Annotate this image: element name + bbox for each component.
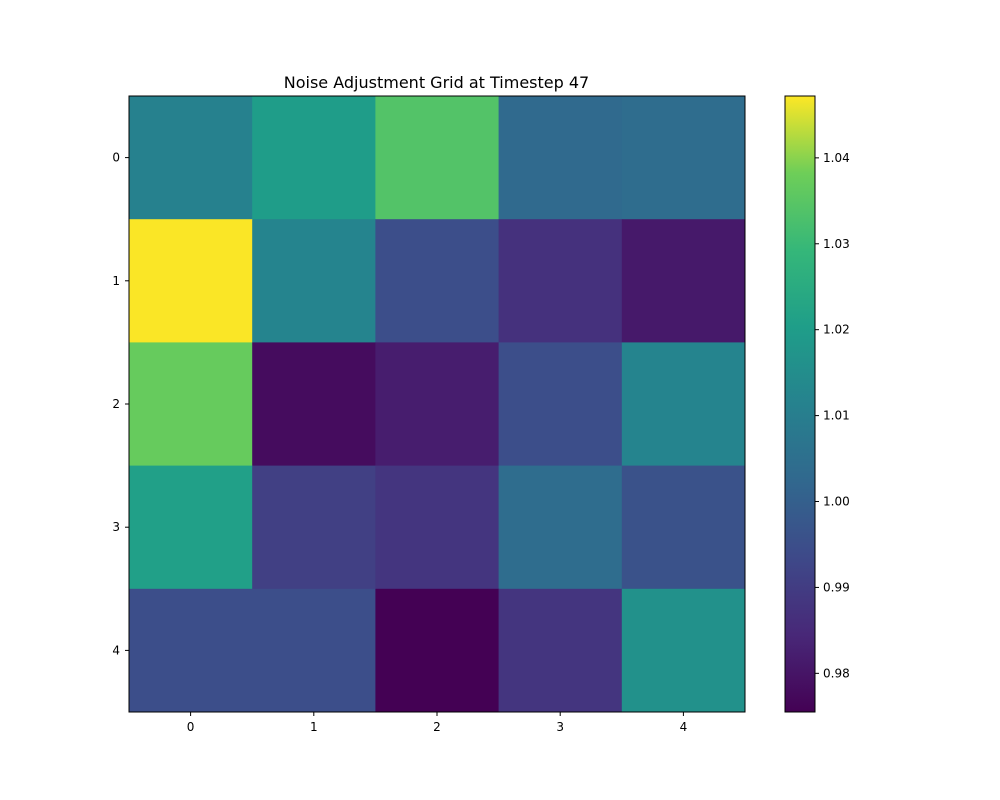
heatmap-cell (375, 96, 500, 220)
colorbar-tick-label: 1.02 (823, 323, 850, 337)
colorbar-tick-label: 0.99 (823, 580, 850, 594)
heatmap-cell (129, 96, 253, 220)
heatmap-cell (129, 465, 253, 590)
heatmap-cell (621, 219, 746, 343)
colorbar-tick-label: 1.04 (823, 151, 850, 165)
heatmap-cell (129, 342, 253, 467)
heatmap-cell (375, 342, 500, 467)
heatmap-cell (621, 342, 746, 467)
x-axis: 0 1 2 3 4 (187, 712, 687, 734)
colorbar-tick-label: 1.01 (823, 409, 850, 423)
heatmap-cell (129, 219, 253, 343)
x-tick-label: 3 (556, 720, 564, 734)
y-tick-label: 0 (112, 151, 120, 165)
y-tick-label: 4 (112, 643, 120, 657)
heatmap-cell (621, 588, 746, 713)
heatmap-cell (375, 588, 500, 713)
heatmap-cell (375, 465, 500, 590)
heatmap-cells (129, 96, 746, 713)
y-tick-label: 1 (112, 274, 120, 288)
heatmap-cell (252, 342, 376, 467)
heatmap-cell (252, 465, 376, 590)
colorbar-tick-label: 1.00 (823, 495, 850, 509)
heatmap-cell (498, 219, 623, 343)
y-tick-label: 2 (112, 397, 120, 411)
chart-title: Noise Adjustment Grid at Timestep 47 (284, 73, 589, 92)
colorbar-axis: 0.98 0.99 1.00 1.01 1.02 1.03 1.04 (815, 151, 850, 680)
colorbar (784, 95, 816, 713)
y-axis: 0 1 2 3 4 (112, 151, 129, 657)
heatmap-cell (252, 588, 376, 713)
x-tick-label: 0 (187, 720, 195, 734)
heatmap-cell (252, 96, 376, 220)
heatmap-cell (375, 219, 500, 343)
heatmap-cell (252, 219, 376, 343)
x-tick-label: 4 (680, 720, 688, 734)
heatmap-cell (498, 465, 623, 590)
colorbar-tick-label: 0.98 (823, 666, 850, 680)
heatmap-cell (129, 588, 253, 713)
colorbar-tick-label: 1.03 (823, 237, 850, 251)
heatmap-cell (621, 465, 746, 590)
y-tick-label: 3 (112, 520, 120, 534)
heatmap-cell (498, 96, 623, 220)
x-tick-label: 1 (310, 720, 318, 734)
x-tick-label: 2 (433, 720, 441, 734)
heatmap-cell (498, 588, 623, 713)
heatmap-cell (621, 96, 746, 220)
heatmap-cell (498, 342, 623, 467)
